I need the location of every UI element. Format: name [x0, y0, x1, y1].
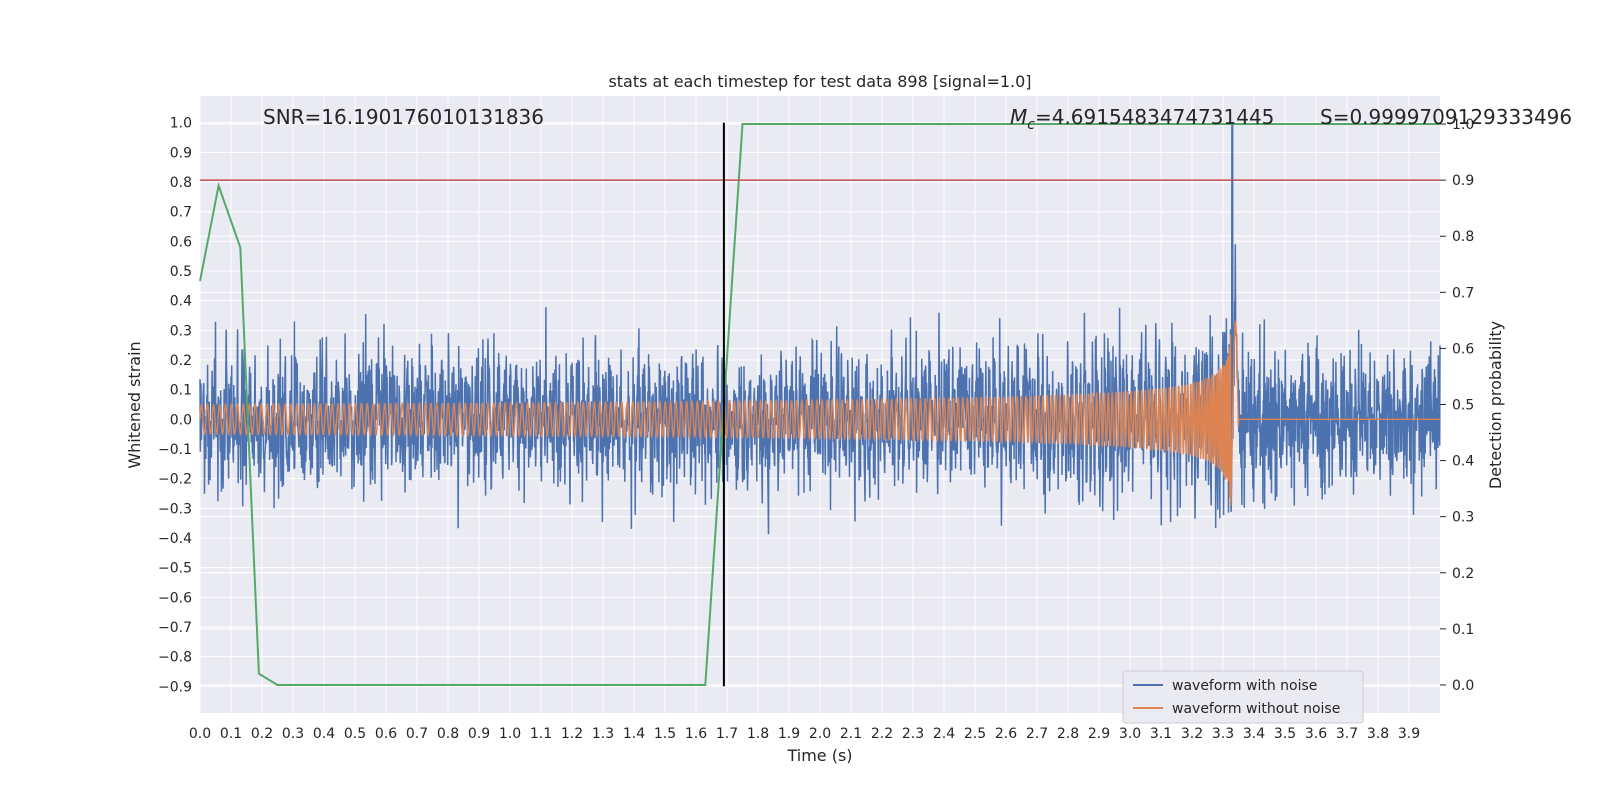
legend-label-clean: waveform without noise: [1172, 701, 1340, 717]
x-tick-label: 1.1: [530, 726, 552, 742]
right-tick-label: 1.0: [1452, 117, 1474, 133]
overlays: [200, 122, 1440, 687]
y-tick-label: −0.1: [158, 442, 192, 458]
x-tick-label: 0.6: [375, 726, 397, 742]
y-tick-label: −0.4: [158, 531, 192, 547]
x-tick-label: 3.6: [1305, 726, 1327, 742]
series-detection-probability: [199, 123, 1440, 686]
x-tick-label: 2.8: [1057, 726, 1079, 742]
x-tick-label: 0.5: [344, 726, 366, 742]
right-tick-label: 0.6: [1452, 341, 1474, 357]
s-annotation: S=0.9999709129333496: [1320, 105, 1572, 129]
x-tick-label: 1.3: [592, 726, 614, 742]
x-axis-ticks: 0.0 0.1 0.2 0.3 0.4 0.5 0.6 0.7 0.8 0.9 1.0 1.1 1.2 1…: [189, 726, 1420, 742]
y-tick-label: −0.3: [158, 501, 192, 517]
y-tick-label: −0.2: [158, 472, 192, 488]
y-tick-label: 0.7: [170, 205, 192, 221]
y-tick-label: 0.0: [170, 412, 192, 428]
x-tick-label: 3.9: [1398, 726, 1420, 742]
right-tick-label: 0.5: [1452, 398, 1474, 414]
x-tick-label: 2.9: [1088, 726, 1110, 742]
x-tick-label: 1.4: [623, 726, 645, 742]
y-tick-label: 0.3: [170, 323, 192, 339]
mc-subscript: c: [1027, 117, 1035, 133]
mc-value: =4.6915483474731445: [1035, 105, 1274, 129]
x-tick-label: 3.3: [1212, 726, 1234, 742]
x-tick-label: 2.0: [809, 726, 831, 742]
x-tick-label: 2.3: [902, 726, 924, 742]
y-tick-label: 0.6: [170, 234, 192, 250]
y-tick-label: 0.4: [170, 294, 192, 310]
right-tick-label: 0.7: [1452, 285, 1474, 301]
right-tick-label: 0.2: [1452, 566, 1474, 582]
x-tick-label: 3.1: [1150, 726, 1172, 742]
x-tick-label: 2.6: [995, 726, 1017, 742]
chart-title: stats at each timestep for test data 898…: [608, 72, 1031, 91]
y-tick-label: −0.5: [158, 561, 192, 577]
x-tick-label: 0.1: [220, 726, 242, 742]
x-tick-label: 1.5: [654, 726, 676, 742]
clean-waveform-line: [199, 320, 1440, 507]
y-tick-label: 1.0: [170, 116, 192, 132]
x-tick-label: 1.7: [716, 726, 738, 742]
x-tick-label: 3.8: [1367, 726, 1389, 742]
y-tick-label: −0.7: [158, 620, 192, 636]
y-tick-label: −0.9: [158, 679, 192, 695]
mc-annotation: Mc=4.6915483474731445: [1010, 105, 1274, 133]
right-tick-label: 0.0: [1452, 678, 1474, 694]
x-tick-label: 3.7: [1336, 726, 1358, 742]
right-tick-label: 0.1: [1452, 622, 1474, 638]
x-tick-label: 0.4: [313, 726, 335, 742]
x-tick-label: 3.0: [1119, 726, 1141, 742]
x-tick-label: 0.3: [282, 726, 304, 742]
legend: waveform with noise waveform without noi…: [1122, 670, 1364, 724]
y-tick-label: 0.1: [170, 383, 192, 399]
probability-line: [199, 123, 1440, 686]
x-tick-label: 2.7: [1026, 726, 1048, 742]
x-tick-label: 2.1: [840, 726, 862, 742]
x-tick-label: 3.4: [1243, 726, 1265, 742]
y-tick-label: −0.6: [158, 590, 192, 606]
right-tick-label: 0.4: [1452, 454, 1474, 470]
x-tick-label: 0.0: [189, 726, 211, 742]
x-tick-label: 3.2: [1181, 726, 1203, 742]
right-axis-ticks: 1.0 0.9 0.8 0.7 0.6 0.5 0.4 0.3 0.2 0.1 0.0: [1440, 117, 1474, 694]
mc-symbol: M: [1010, 105, 1027, 129]
x-tick-label: 1.9: [778, 726, 800, 742]
y-tick-label: −0.8: [158, 650, 192, 666]
y-tick-label: 0.2: [170, 353, 192, 369]
legend-label-noisy: waveform with noise: [1172, 678, 1317, 694]
y-axis-label: Whitened strain: [125, 341, 144, 468]
series-waveform-without-noise: [199, 320, 1440, 507]
x-tick-label: 2.2: [871, 726, 893, 742]
y-axis-ticks: 1.0 0.9 0.8 0.7 0.6 0.5 0.4 0.3 0.2 0.1 0.0 −0.1 −0.…: [158, 116, 192, 696]
y-tick-label: 0.5: [170, 264, 192, 280]
x-tick-label: 1.2: [561, 726, 583, 742]
x-tick-label: 1.0: [499, 726, 521, 742]
snr-annotation: SNR=16.190176010131836: [263, 105, 544, 129]
y-tick-label: 0.9: [170, 145, 192, 161]
x-axis-label: Time (s): [786, 746, 852, 765]
right-tick-label: 0.9: [1452, 173, 1474, 189]
x-tick-label: 0.8: [437, 726, 459, 742]
x-tick-label: 0.2: [251, 726, 273, 742]
x-tick-label: 0.9: [468, 726, 490, 742]
x-tick-label: 0.7: [406, 726, 428, 742]
x-tick-label: 2.5: [964, 726, 986, 742]
x-tick-label: 1.8: [747, 726, 769, 742]
x-tick-label: 2.4: [933, 726, 955, 742]
right-tick-label: 0.8: [1452, 229, 1474, 245]
x-tick-label: 1.6: [685, 726, 707, 742]
y-tick-label: 0.8: [170, 175, 192, 191]
right-axis-label: Detection probability: [1486, 321, 1505, 489]
legend-box: [1122, 670, 1364, 724]
x-tick-label: 3.5: [1274, 726, 1296, 742]
right-tick-label: 0.3: [1452, 510, 1474, 526]
